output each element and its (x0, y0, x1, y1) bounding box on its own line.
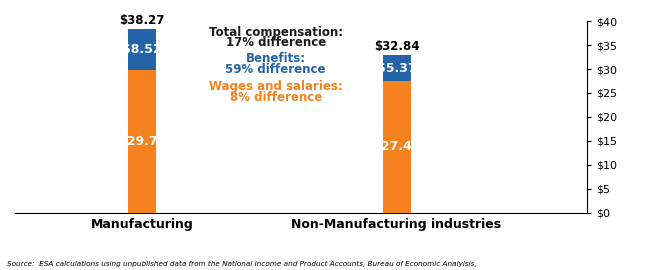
Text: $5.37: $5.37 (377, 62, 417, 75)
Text: $8.52: $8.52 (123, 43, 162, 56)
Text: Source:  ESA calculations using unpublished data from the National Income and Pr: Source: ESA calculations using unpublish… (7, 261, 476, 267)
Text: Wages and salaries:: Wages and salaries: (209, 80, 342, 93)
Text: 8% difference: 8% difference (230, 91, 322, 104)
Text: $27.47: $27.47 (372, 140, 421, 154)
Text: $29.75: $29.75 (118, 135, 166, 148)
Bar (128, 29, 156, 70)
Text: $32.84: $32.84 (374, 40, 419, 53)
Text: 59% difference: 59% difference (226, 63, 326, 76)
Bar (383, 81, 411, 213)
Bar (383, 55, 411, 81)
Text: $38.27: $38.27 (119, 15, 165, 28)
Text: Total compensation:: Total compensation: (209, 26, 343, 39)
Text: Benefits:: Benefits: (246, 52, 306, 65)
Bar (128, 70, 156, 213)
Text: 17% difference: 17% difference (226, 36, 326, 49)
